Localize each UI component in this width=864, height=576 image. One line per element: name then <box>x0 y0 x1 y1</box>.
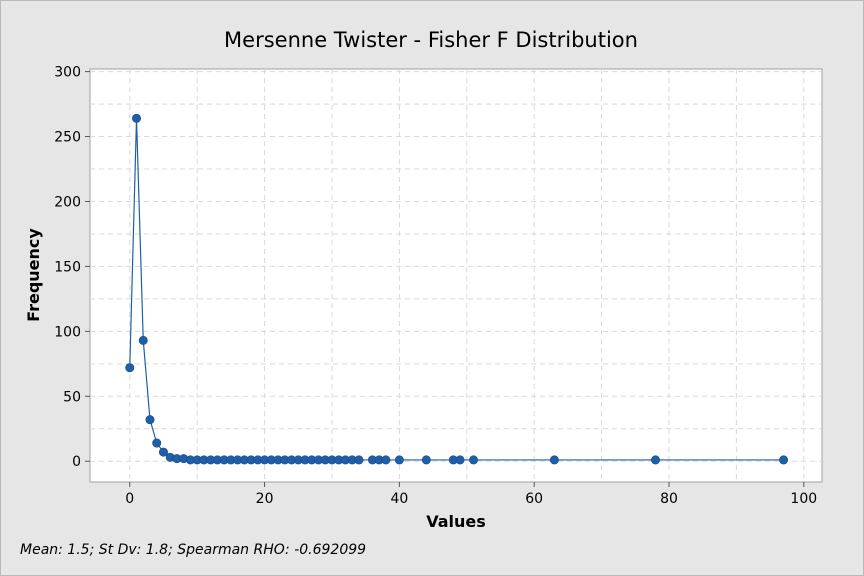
series-layer <box>125 113 789 465</box>
data-point <box>152 438 162 448</box>
data-point <box>469 455 479 465</box>
x-axis-title: Values <box>426 512 486 531</box>
plot-area <box>89 68 823 483</box>
x-tick-label: 60 <box>525 491 543 507</box>
data-point <box>394 455 404 465</box>
x-tick-label: 80 <box>660 491 678 507</box>
chart-title: Mersenne Twister - Fisher F Distribution <box>224 28 638 52</box>
x-tick-label: 0 <box>125 491 134 507</box>
y-tick-label: 0 <box>72 454 81 470</box>
y-tick-label: 100 <box>54 324 81 340</box>
data-point <box>651 455 661 465</box>
x-tick-label: 100 <box>790 491 817 507</box>
axes: 0 20 40 60 80 100 0 50 100 150 200 250 300 <box>54 65 817 507</box>
data-point <box>779 455 789 465</box>
data-point <box>549 455 559 465</box>
data-point <box>145 415 155 425</box>
y-tick-label: 300 <box>54 65 81 81</box>
y-tick-label: 250 <box>54 130 81 146</box>
x-tick-label: 20 <box>256 491 274 507</box>
data-point <box>421 455 431 465</box>
data-point <box>138 335 148 345</box>
grid <box>90 69 822 482</box>
data-point <box>158 447 168 457</box>
data-point <box>354 455 364 465</box>
summary-statistics: Mean: 1.5; St Dv: 1.8; Spearman RHO: -0.… <box>20 542 367 558</box>
data-point <box>455 455 465 465</box>
y-tick-label: 200 <box>54 194 81 210</box>
y-tick-label: 150 <box>54 259 81 275</box>
x-tick-label: 40 <box>390 491 408 507</box>
y-axis-title: Frequency <box>24 228 43 322</box>
data-point <box>125 363 135 373</box>
y-tick-label: 50 <box>63 389 81 405</box>
data-point <box>132 113 142 123</box>
data-point <box>381 455 391 465</box>
